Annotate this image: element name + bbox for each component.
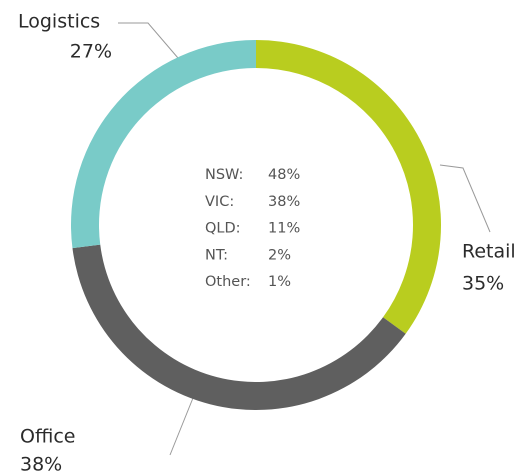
leader-line: [439, 164, 491, 233]
center-share: 48%: [268, 167, 300, 183]
slice-value-label: 35%: [462, 273, 504, 295]
slice-value-label: 38%: [20, 454, 62, 472]
slice-label: Retail: [462, 241, 516, 263]
center-share: 38%: [268, 194, 300, 210]
donut-slice: [72, 244, 406, 410]
donut-slice: [70, 40, 256, 249]
center-name: QLD:: [205, 221, 241, 237]
slice-value-label: 27%: [70, 41, 112, 63]
center-share: 11%: [268, 221, 300, 237]
center-name: NSW:: [205, 167, 243, 183]
leader-line: [118, 22, 179, 59]
center-name: NT:: [205, 247, 228, 263]
center-share: 2%: [268, 247, 291, 263]
slice-label: Office: [20, 426, 75, 448]
slice-label: Logistics: [18, 11, 100, 33]
donut-slice: [256, 40, 441, 334]
center-share: 1%: [268, 274, 291, 290]
center-name: Other:: [205, 274, 251, 290]
center-name: VIC:: [205, 194, 234, 210]
leader-line: [169, 392, 196, 456]
